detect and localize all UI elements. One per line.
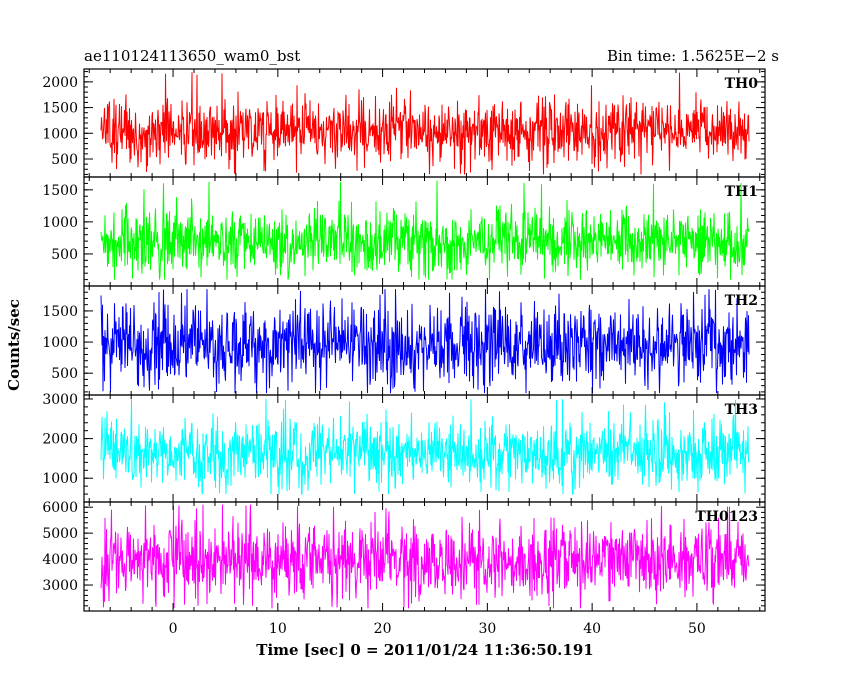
y-tick-label: 1500: [42, 304, 78, 320]
x-tick-label: 30: [478, 621, 496, 637]
bin-time-label: Bin time: 1.5625E−2 s: [607, 47, 779, 65]
y-tick-label: 4000: [42, 552, 78, 568]
panel-th0: 500 1000 1500 2000 TH0: [42, 68, 766, 178]
panel-label: TH2: [725, 293, 758, 309]
lightcurve-th0: [100, 72, 750, 175]
panel-th2: 500 1000 1500 TH2: [42, 285, 766, 396]
chart-title: ae110124113650_wam0_bst: [84, 47, 300, 65]
panel-th3: 1000 2000 3000 TH3: [42, 392, 766, 503]
y-tick-label: 6000: [42, 500, 78, 516]
y-tick-label: 1000: [42, 335, 78, 351]
panel-label: TH3: [725, 402, 758, 418]
panel-th1: 500 1000 1500 TH1: [42, 176, 766, 287]
y-tick-label: 1500: [42, 183, 78, 199]
panel-th0123: 3000 4000 5000 6000 TH0123: [42, 500, 766, 612]
x-axis-label: Time [sec] 0 = 2011/01/24 11:36:50.191: [256, 641, 593, 659]
y-tick-label: 1000: [42, 215, 78, 231]
lightcurve-th0123: [100, 504, 750, 609]
y-tick-label: 3000: [42, 392, 78, 408]
y-tick-label: 1000: [42, 471, 78, 487]
x-tick-label: 50: [688, 621, 706, 637]
y-tick-label: 500: [51, 152, 78, 168]
lightcurve-th1: [100, 180, 750, 280]
y-tick-label: 3000: [42, 578, 78, 594]
y-tick-label: 1000: [42, 126, 78, 142]
panel-label: TH1: [725, 184, 758, 200]
y-tick-label: 5000: [42, 526, 78, 542]
x-tick-label: 10: [269, 621, 287, 637]
x-tick-label: 0: [169, 621, 178, 637]
panel-label: TH0123: [695, 509, 758, 525]
lightcurve-th3: [100, 398, 750, 495]
x-tick-label: 20: [374, 621, 392, 637]
y-axis-label: Counts/sec: [5, 299, 23, 391]
y-tick-label: 500: [51, 247, 78, 263]
y-tick-label: 500: [51, 366, 78, 382]
y-tick-label: 2000: [42, 432, 78, 448]
y-tick-label: 2000: [42, 75, 78, 91]
y-tick-label: 1500: [42, 101, 78, 117]
x-axis: 0 10 20 30 40 50: [169, 621, 706, 637]
panel-label: TH0: [725, 76, 759, 92]
lightcurve-th2: [100, 289, 750, 394]
x-tick-label: 40: [583, 621, 601, 637]
